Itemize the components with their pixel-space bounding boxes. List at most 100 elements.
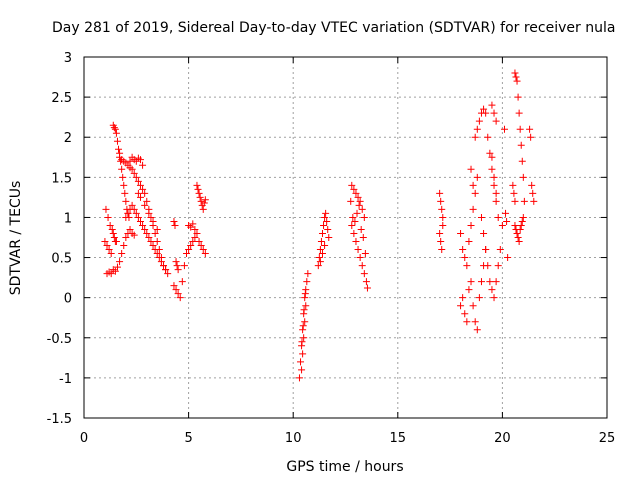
data-point-marker bbox=[511, 69, 519, 77]
data-point-marker bbox=[111, 267, 119, 275]
data-point-marker bbox=[298, 366, 306, 374]
data-point-marker bbox=[488, 286, 496, 294]
data-point-marker bbox=[469, 181, 477, 189]
data-point-marker bbox=[438, 205, 446, 213]
data-point-marker bbox=[199, 246, 207, 254]
data-point-marker bbox=[141, 189, 149, 197]
data-point-marker bbox=[145, 234, 153, 241]
chart-title: Day 281 of 2019, Sidereal Day-to-day VTE… bbox=[52, 20, 615, 36]
data-point-marker bbox=[362, 278, 370, 286]
data-point-marker bbox=[459, 294, 467, 302]
data-point-marker bbox=[513, 229, 521, 237]
data-point-marker bbox=[486, 149, 494, 157]
data-point-marker bbox=[477, 213, 485, 221]
data-point-marker bbox=[170, 217, 178, 225]
data-point-marker bbox=[106, 221, 114, 229]
data-point-marker bbox=[136, 181, 144, 189]
data-point-marker bbox=[475, 294, 483, 302]
data-point-marker bbox=[486, 278, 494, 286]
data-point-marker bbox=[110, 124, 118, 132]
data-point-marker bbox=[465, 238, 473, 246]
data-point-marker bbox=[467, 278, 475, 286]
data-point-marker bbox=[298, 338, 306, 346]
y-tick-label: -0.5 bbox=[47, 332, 72, 347]
data-point-marker bbox=[515, 109, 523, 117]
data-point-marker bbox=[473, 125, 481, 133]
data-point-marker bbox=[172, 286, 180, 294]
data-point-marker bbox=[111, 125, 119, 133]
data-point-marker bbox=[477, 278, 485, 286]
data-point-marker bbox=[193, 181, 201, 189]
data-markers bbox=[101, 69, 538, 382]
data-point-marker bbox=[517, 141, 525, 149]
data-point-marker bbox=[120, 242, 128, 250]
data-point-marker bbox=[199, 205, 207, 213]
data-point-marker bbox=[200, 199, 208, 207]
data-point-marker bbox=[437, 238, 445, 246]
x-axis-label: GPS time / hours bbox=[286, 459, 403, 475]
data-point-marker bbox=[518, 217, 526, 225]
data-point-marker bbox=[147, 213, 155, 221]
data-point-marker bbox=[136, 217, 144, 225]
data-point-marker bbox=[299, 326, 307, 334]
data-point-marker bbox=[151, 229, 159, 237]
data-point-marker bbox=[347, 197, 355, 205]
data-point-marker bbox=[191, 234, 199, 241]
data-point-marker bbox=[349, 213, 357, 221]
data-point-marker bbox=[151, 246, 159, 254]
data-point-marker bbox=[488, 101, 496, 109]
data-point-marker bbox=[304, 270, 312, 278]
data-point-marker bbox=[302, 302, 310, 310]
data-point-marker bbox=[467, 165, 475, 173]
data-point-marker bbox=[530, 197, 538, 205]
data-point-marker bbox=[469, 302, 477, 310]
data-point-marker bbox=[128, 201, 136, 209]
data-point-marker bbox=[363, 284, 371, 292]
data-point-marker bbox=[103, 242, 111, 250]
data-point-marker bbox=[109, 229, 117, 237]
data-point-marker bbox=[162, 266, 170, 274]
data-point-marker bbox=[197, 242, 205, 250]
data-point-marker bbox=[134, 213, 142, 221]
data-point-marker bbox=[352, 189, 360, 197]
y-axis-label: SDTVAR / TECUs bbox=[8, 181, 24, 296]
data-point-marker bbox=[471, 133, 479, 141]
data-point-marker bbox=[500, 125, 508, 133]
data-point-marker bbox=[318, 229, 326, 237]
data-point-marker bbox=[459, 246, 467, 254]
data-point-marker bbox=[145, 209, 153, 217]
data-point-marker bbox=[173, 262, 181, 270]
data-point-marker bbox=[352, 238, 360, 246]
data-point-marker bbox=[518, 157, 526, 165]
data-point-marker bbox=[105, 246, 113, 254]
data-point-marker bbox=[358, 262, 366, 270]
x-tick-label: 0 bbox=[80, 431, 88, 446]
data-point-marker bbox=[122, 197, 130, 205]
data-point-marker bbox=[187, 242, 195, 250]
data-point-marker bbox=[107, 250, 115, 258]
y-tick-label: -1.5 bbox=[47, 412, 72, 427]
data-point-marker bbox=[178, 278, 186, 286]
data-point-marker bbox=[348, 181, 356, 189]
data-point-marker bbox=[321, 213, 329, 221]
data-point-marker bbox=[516, 225, 524, 233]
data-point-marker bbox=[118, 165, 126, 173]
data-point-marker bbox=[174, 290, 182, 298]
data-point-marker bbox=[115, 145, 123, 153]
data-point-marker bbox=[112, 129, 120, 137]
data-point-marker bbox=[136, 193, 144, 201]
data-point-marker bbox=[185, 246, 193, 254]
data-point-marker bbox=[517, 221, 525, 229]
data-point-marker bbox=[516, 125, 524, 133]
data-point-marker bbox=[461, 254, 469, 262]
data-point-marker bbox=[463, 262, 471, 270]
data-point-marker bbox=[110, 234, 118, 241]
y-tick-label: 1.5 bbox=[51, 171, 72, 186]
data-point-marker bbox=[513, 77, 521, 85]
data-point-marker bbox=[136, 156, 144, 164]
data-point-marker bbox=[348, 221, 356, 229]
data-point-marker bbox=[492, 197, 500, 205]
data-point-marker bbox=[475, 117, 483, 125]
data-point-marker bbox=[113, 263, 121, 271]
data-point-marker bbox=[176, 294, 184, 302]
